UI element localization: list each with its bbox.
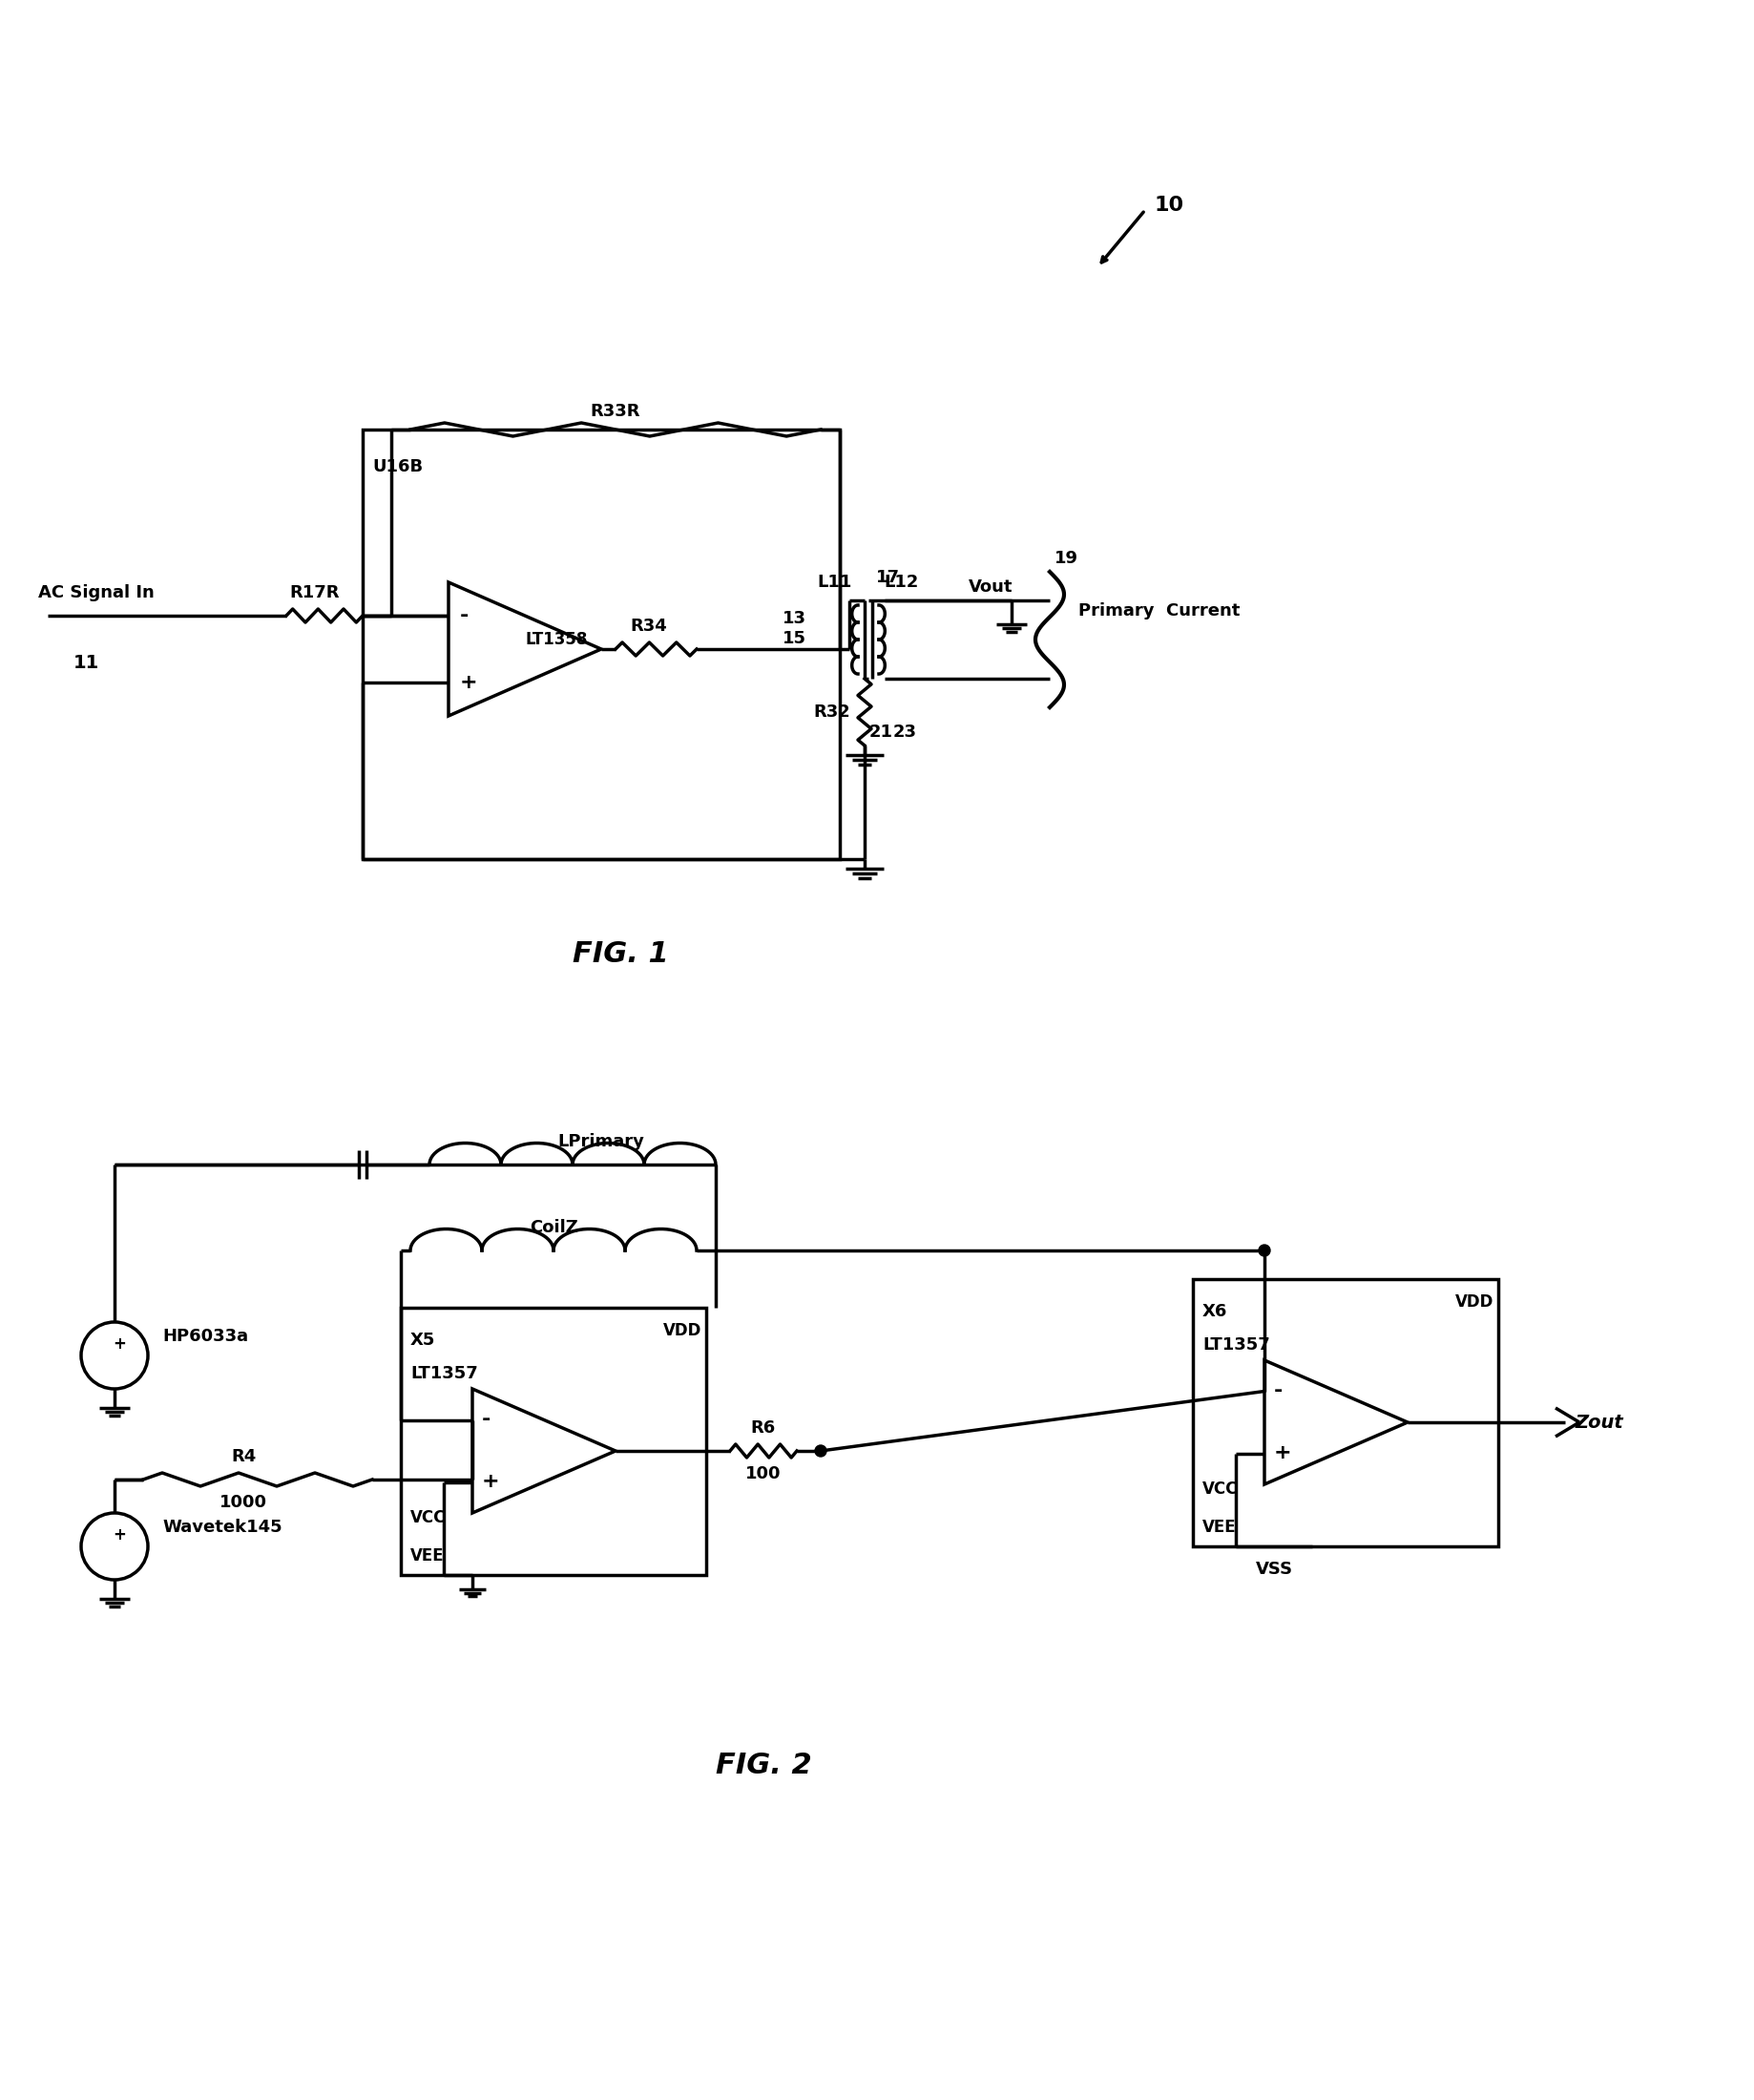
Text: VEE: VEE (410, 1548, 444, 1564)
Text: L11: L11 (817, 573, 852, 590)
Text: 17: 17 (875, 569, 900, 586)
Text: LPrimary: LPrimary (558, 1134, 644, 1151)
Text: R33R: R33R (591, 403, 640, 420)
Text: -: - (1273, 1382, 1282, 1401)
Text: L12: L12 (884, 573, 919, 590)
Text: 11: 11 (74, 653, 98, 672)
Text: VEE: VEE (1203, 1518, 1237, 1535)
Text: LT1357: LT1357 (410, 1365, 477, 1382)
Text: VSS: VSS (1256, 1560, 1293, 1577)
Text: FIG. 1: FIG. 1 (572, 941, 668, 968)
Text: LT1358: LT1358 (524, 630, 588, 649)
Text: R34: R34 (630, 617, 668, 634)
Text: 21: 21 (870, 724, 893, 741)
Text: Zout: Zout (1575, 1413, 1622, 1432)
Text: CoilZ: CoilZ (530, 1218, 577, 1237)
Text: Wavetek145: Wavetek145 (161, 1518, 282, 1535)
Text: 10: 10 (1154, 195, 1184, 214)
Text: R6: R6 (751, 1420, 775, 1436)
Text: +: + (112, 1336, 126, 1352)
Text: 19: 19 (1054, 550, 1079, 567)
Text: 100: 100 (745, 1466, 781, 1483)
Text: R32: R32 (814, 704, 851, 720)
Text: VCC: VCC (1203, 1480, 1238, 1497)
Circle shape (816, 1445, 826, 1457)
Text: 1000: 1000 (219, 1493, 267, 1512)
Text: +: + (112, 1527, 126, 1543)
Text: -: - (482, 1411, 491, 1430)
Text: +: + (1273, 1445, 1291, 1464)
Text: Primary  Current: Primary Current (1079, 603, 1240, 620)
Text: +: + (482, 1472, 500, 1491)
Text: X6: X6 (1203, 1302, 1228, 1321)
Text: VDD: VDD (1456, 1294, 1493, 1310)
Text: X5: X5 (410, 1331, 435, 1348)
Text: U16B: U16B (372, 458, 423, 475)
Circle shape (1259, 1245, 1270, 1256)
Text: -: - (460, 607, 468, 626)
Text: 15: 15 (782, 630, 807, 647)
Text: VCC: VCC (410, 1510, 446, 1527)
Text: HP6033a: HP6033a (161, 1327, 249, 1344)
Text: R17R: R17R (289, 584, 340, 601)
Text: +: + (460, 672, 477, 693)
Text: R4: R4 (232, 1449, 256, 1466)
Text: AC Signal In: AC Signal In (39, 584, 154, 601)
Text: 13: 13 (782, 609, 807, 628)
Bar (402, 1308, 707, 1575)
Text: FIG. 2: FIG. 2 (716, 1751, 812, 1781)
Text: Vout: Vout (968, 578, 1014, 596)
Bar (1193, 1279, 1498, 1546)
Text: LT1357: LT1357 (1203, 1336, 1270, 1354)
Text: VDD: VDD (663, 1323, 702, 1340)
Bar (363, 430, 840, 859)
Text: 23: 23 (893, 724, 917, 741)
